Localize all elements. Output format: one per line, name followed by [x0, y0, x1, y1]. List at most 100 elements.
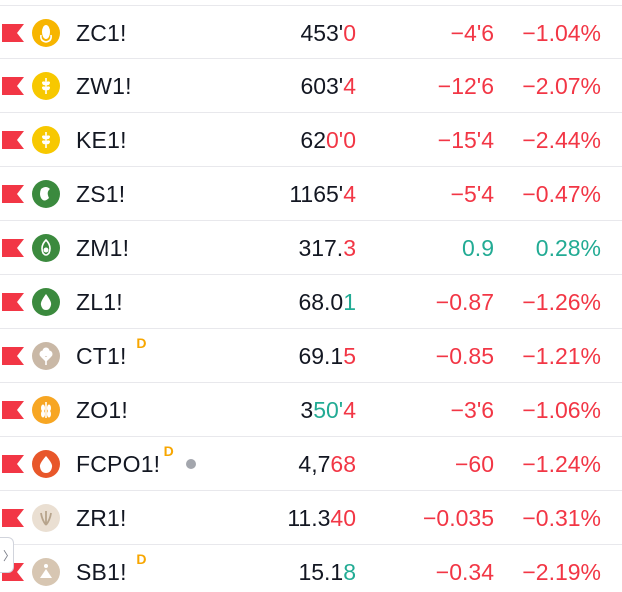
last-price: 69.15: [298, 343, 356, 369]
price-change-percent: −1.06%: [522, 397, 601, 423]
price-change: −0.035: [423, 505, 494, 531]
price-change: −4'6: [450, 20, 494, 46]
watchlist-row[interactable]: ZL1! 68.01 −0.87 −1.26%: [0, 275, 622, 329]
price-change-percent: −2.07%: [522, 73, 601, 99]
last-price-tick-digits: 1: [343, 289, 356, 315]
cotton-icon: [32, 342, 60, 370]
price-change-percent: −1.21%: [522, 343, 601, 369]
last-price-tick-digits: 4: [343, 73, 356, 99]
flag-icon[interactable]: [2, 24, 24, 42]
last-price: 15.18: [298, 559, 356, 585]
last-price: 603'4: [300, 73, 356, 99]
flag-icon[interactable]: [2, 455, 24, 473]
watchlist-row[interactable]: ZC1! 453'0 −4'6 −1.04%: [0, 5, 622, 59]
watchlist-row[interactable]: ZO1! 350'4 −3'6 −1.06%: [0, 383, 622, 437]
wheat-icon: [32, 72, 60, 100]
symbol-label[interactable]: ZW1!: [76, 73, 132, 99]
last-price-tick-digits: 5: [343, 343, 356, 369]
last-price-base: 68.0: [298, 289, 344, 315]
last-price-base: 3: [300, 397, 314, 423]
last-price-tick-digits: 50': [313, 397, 344, 423]
sugar-icon: [32, 558, 60, 586]
price-change: −15'4: [437, 127, 494, 153]
price-change: −3'6: [450, 397, 494, 423]
delayed-data-badge: D: [136, 551, 147, 567]
soybean-icon: [32, 180, 60, 208]
oil-drop-icon: [32, 288, 60, 316]
price-change-percent: 0.28%: [535, 235, 601, 261]
symbol-label[interactable]: ZL1!: [76, 289, 123, 315]
price-change-percent: −1.04%: [522, 20, 601, 46]
watchlist-row[interactable]: ZM1! 317.3 0.9 0.28%: [0, 221, 622, 275]
price-change-percent: −0.31%: [522, 505, 601, 531]
last-price-base: 317.: [298, 235, 344, 261]
symbol-label[interactable]: ZO1!: [76, 397, 128, 423]
market-closed-dot: [185, 459, 196, 469]
symbol-label[interactable]: SB1!: [76, 559, 127, 585]
flag-icon[interactable]: [2, 239, 24, 257]
last-price-tick-digits: 4: [343, 397, 356, 423]
flag-icon[interactable]: [2, 509, 24, 527]
wheat-icon: [32, 126, 60, 154]
delayed-data-badge: D: [136, 335, 147, 351]
rice-icon: [32, 504, 60, 532]
palm-oil-drop-icon: [32, 450, 60, 478]
symbol-label[interactable]: ZR1!: [76, 505, 127, 531]
symbol-label[interactable]: ZS1!: [76, 181, 126, 207]
symbol-label[interactable]: CT1!: [76, 343, 127, 369]
last-price-tick-digits: 0: [343, 20, 356, 46]
watchlist-row[interactable]: ZW1! 603'4 −12'6 −2.07%: [0, 59, 622, 113]
last-price: 317.3: [298, 235, 356, 261]
delayed-data-badge: D: [163, 443, 174, 459]
price-change-percent: −2.19%: [522, 559, 601, 585]
last-price-base: 453': [300, 20, 344, 46]
symbol-label[interactable]: FCPO1!: [76, 451, 161, 477]
watchlist-row[interactable]: FCPO1! D 4,768 −60 −1.24%: [0, 437, 622, 491]
symbol-label[interactable]: ZC1!: [76, 20, 127, 46]
flag-icon[interactable]: [2, 77, 24, 95]
price-change: 0.9: [462, 235, 494, 261]
price-change: −0.85: [435, 343, 494, 369]
price-change-percent: −1.26%: [522, 289, 601, 315]
last-price-tick-digits: 8: [343, 559, 356, 585]
collapse-handle[interactable]: 〉: [0, 537, 16, 573]
chevron-right-icon: 〉: [3, 549, 16, 563]
symbol-label[interactable]: ZM1!: [76, 235, 130, 261]
last-price-tick-digits: 68: [330, 451, 356, 477]
flag-icon[interactable]: [2, 401, 24, 419]
price-change: −0.34: [435, 559, 494, 585]
watchlist-row[interactable]: ZS1! 1165'4 −5'4 −0.47%: [0, 167, 622, 221]
last-price-tick-digits: 3: [343, 235, 356, 261]
last-price: 350'4: [300, 397, 356, 423]
oats-icon: [32, 396, 60, 424]
price-change-percent: −2.44%: [522, 127, 601, 153]
last-price-tick-digits: 4: [343, 181, 356, 207]
last-price-base: 1165': [289, 181, 344, 207]
price-change-percent: −0.47%: [522, 181, 601, 207]
flag-icon[interactable]: [2, 131, 24, 149]
watchlist-row[interactable]: SB1! D 15.18 −0.34 −2.19%: [0, 545, 622, 592]
flag-icon[interactable]: [2, 185, 24, 203]
price-change: −0.87: [435, 289, 494, 315]
last-price: 620'0: [300, 127, 356, 153]
watchlist-row[interactable]: KE1! 620'0 −15'4 −2.44%: [0, 113, 622, 167]
watchlist-row[interactable]: ZR1! 11.340 −0.035 −0.31%: [0, 491, 622, 545]
last-price: 453'0: [300, 20, 356, 46]
last-price-base: 69.1: [298, 343, 344, 369]
last-price: 68.01: [298, 289, 356, 315]
last-price-base: 62: [300, 127, 327, 153]
last-price: 4,768: [298, 451, 356, 477]
flag-icon[interactable]: [2, 293, 24, 311]
last-price: 11.340: [287, 505, 356, 531]
price-change: −60: [454, 451, 494, 477]
flag-icon[interactable]: [2, 347, 24, 365]
watchlist-row[interactable]: CT1! D 69.15 −0.85 −1.21%: [0, 329, 622, 383]
corn-icon: [32, 19, 60, 47]
last-price-tick-digits: 40: [330, 505, 356, 531]
last-price-base: 11.3: [287, 505, 331, 531]
symbol-label[interactable]: KE1!: [76, 127, 127, 153]
last-price-base: 4,7: [298, 451, 331, 477]
last-price: 1165'4: [289, 181, 356, 207]
price-change-percent: −1.24%: [522, 451, 601, 477]
